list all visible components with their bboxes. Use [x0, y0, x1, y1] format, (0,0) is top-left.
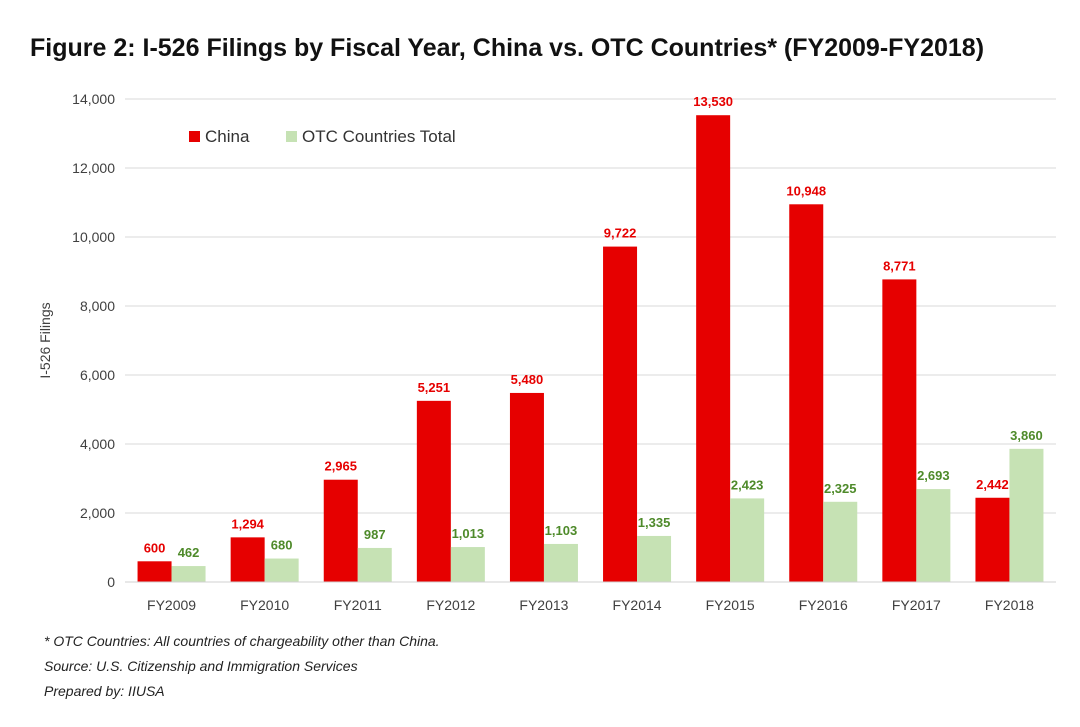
- otc-data-label: 987: [364, 527, 386, 542]
- china-bar: [696, 115, 731, 582]
- x-tick-label: FY2017: [892, 597, 941, 613]
- otc-data-label: 1,013: [452, 526, 485, 541]
- footnote-prepared-by: Prepared by: IIUSA: [44, 683, 165, 699]
- china-bar: [975, 497, 1010, 582]
- bar-chart: 600 462 1,294 680 2,965 987 5,251 1,013 5,480 1,1…: [37, 91, 1056, 613]
- x-axis-ticks: FY2009 FY2010 FY2011 FY2012 FY2013 FY2014 FY20…: [147, 597, 1034, 613]
- otc-bar: [357, 547, 392, 582]
- china-data-label: 10,948: [786, 183, 826, 198]
- y-axis-label: I-526 Filings: [37, 302, 53, 378]
- y-tick-label: 6,000: [80, 367, 115, 383]
- legend-swatch-china: [189, 131, 200, 142]
- china-bar: [323, 479, 358, 582]
- otc-bar: [450, 547, 485, 582]
- china-bar: [789, 204, 824, 582]
- x-tick-label: FY2011: [334, 597, 382, 613]
- china-bar: [509, 392, 544, 582]
- china-bar: [882, 279, 917, 582]
- footnote-otc-definition: * OTC Countries: All countries of charge…: [44, 633, 440, 649]
- y-axis-ticks: 0 2,000 4,000 6,000 8,000 10,000 12,000 14,000: [72, 91, 115, 590]
- y-tick-label: 10,000: [72, 229, 115, 245]
- chart-title: Figure 2: I-526 Filings by Fiscal Year, …: [30, 34, 985, 62]
- y-tick-label: 0: [107, 574, 115, 590]
- x-tick-label: FY2012: [426, 597, 475, 613]
- china-data-label: 5,480: [511, 372, 544, 387]
- y-tick-label: 8,000: [80, 298, 115, 314]
- legend-swatch-otc: [286, 131, 297, 142]
- x-tick-label: FY2010: [240, 597, 289, 613]
- otc-bar: [730, 498, 765, 582]
- otc-bar: [1009, 448, 1044, 582]
- china-data-label: 2,442: [976, 477, 1009, 492]
- otc-data-label: 2,693: [917, 468, 950, 483]
- china-data-label: 5,251: [418, 380, 451, 395]
- legend-label-china: China: [205, 127, 250, 146]
- china-data-label: 13,530: [693, 94, 733, 109]
- china-data-label: 9,722: [604, 226, 637, 241]
- x-tick-label: FY2018: [985, 597, 1034, 613]
- legend: China OTC Countries Total: [189, 127, 456, 146]
- otc-data-label: 1,103: [545, 523, 578, 538]
- bars: [137, 115, 1044, 582]
- otc-data-label: 2,423: [731, 477, 764, 492]
- y-tick-label: 2,000: [80, 505, 115, 521]
- china-data-label: 1,294: [231, 516, 264, 531]
- gridlines: [125, 98, 1056, 514]
- data-labels: 600 462 1,294 680 2,965 987 5,251 1,013 5,480 1,1…: [144, 94, 1043, 560]
- otc-data-label: 1,335: [638, 515, 671, 530]
- otc-bar: [637, 535, 672, 582]
- x-tick-label: FY2015: [706, 597, 755, 613]
- y-tick-label: 4,000: [80, 436, 115, 452]
- footnotes: * OTC Countries: All countries of charge…: [44, 634, 440, 709]
- china-bar: [137, 561, 172, 582]
- otc-data-label: 462: [178, 545, 200, 560]
- otc-data-label: 3,860: [1010, 428, 1043, 443]
- china-data-label: 600: [144, 540, 166, 555]
- otc-bar: [916, 489, 951, 582]
- footnote-source: Source: U.S. Citizenship and Immigration…: [44, 658, 358, 674]
- china-bar: [230, 537, 265, 582]
- legend-label-otc: OTC Countries Total: [302, 127, 456, 146]
- china-bar: [603, 246, 638, 582]
- x-tick-label: FY2014: [613, 597, 662, 613]
- x-tick-label: FY2013: [519, 597, 568, 613]
- otc-bar: [823, 501, 858, 582]
- otc-bar: [543, 543, 578, 582]
- china-bar: [416, 400, 451, 582]
- x-tick-label: FY2009: [147, 597, 196, 613]
- y-tick-label: 14,000: [72, 91, 115, 107]
- y-tick-label: 12,000: [72, 160, 115, 176]
- otc-data-label: 680: [271, 538, 293, 553]
- china-data-label: 8,771: [883, 258, 916, 273]
- x-tick-label: FY2016: [799, 597, 848, 613]
- china-data-label: 2,965: [324, 459, 357, 474]
- otc-data-label: 2,325: [824, 481, 857, 496]
- otc-bar: [171, 566, 206, 582]
- otc-bar: [264, 558, 299, 582]
